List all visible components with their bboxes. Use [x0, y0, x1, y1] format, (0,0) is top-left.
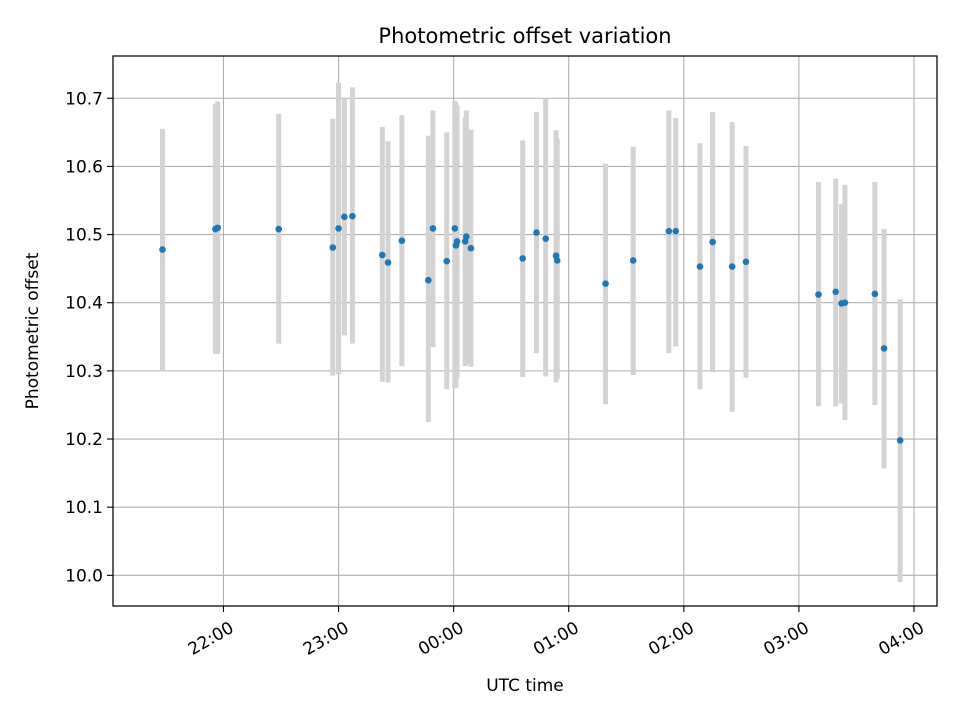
data-point: [378, 251, 386, 259]
data-point: [709, 238, 716, 246]
plot-frame: [112, 55, 938, 607]
data-point: [341, 213, 348, 221]
data-points: [159, 212, 904, 444]
data-point: [841, 299, 849, 307]
data-point: [832, 288, 840, 296]
data-point: [384, 259, 392, 266]
data-point: [349, 212, 356, 220]
data-point: [553, 257, 561, 264]
chart-title: Photometric offset variation: [378, 24, 671, 48]
x-axis-label: UTC time: [486, 676, 564, 696]
data-point: [665, 227, 673, 235]
data-point: [159, 246, 166, 253]
data-point: [519, 255, 526, 262]
y-tick-label: 10.2: [65, 430, 103, 450]
data-point: [335, 225, 342, 232]
y-tick-label: 10.3: [65, 362, 103, 382]
y-axis-label: Photometric offset: [23, 252, 43, 409]
data-point: [672, 227, 680, 235]
data-point: [696, 263, 704, 270]
data-point: [329, 244, 337, 251]
data-point: [815, 291, 822, 298]
data-point: [451, 225, 459, 232]
y-tick-label: 10.6: [65, 157, 103, 177]
data-point: [742, 258, 750, 266]
y-axis-ticks: 10.0 10.1 10.2 10.3 10.4 10.5 10.6 10.7: [65, 89, 113, 586]
data-point: [453, 238, 461, 245]
y-tick-label: 10.7: [65, 89, 103, 109]
data-point: [871, 290, 879, 298]
y-tick-label: 10.4: [65, 294, 103, 314]
data-point: [275, 225, 283, 233]
data-point: [533, 229, 540, 236]
data-point: [429, 225, 437, 232]
data-point: [880, 345, 888, 352]
data-point: [629, 257, 637, 264]
data-point: [214, 224, 222, 232]
data-point: [728, 263, 736, 270]
data-point: [467, 244, 475, 252]
data-point: [602, 280, 609, 287]
y-tick-label: 10.0: [65, 566, 103, 586]
data-point: [463, 233, 470, 240]
data-point: [542, 235, 550, 242]
data-point: [443, 257, 451, 265]
y-tick-label: 10.5: [65, 226, 103, 246]
y-tick-label: 10.1: [65, 498, 103, 518]
data-point: [425, 276, 432, 284]
data-point: [398, 237, 406, 244]
data-point: [896, 437, 904, 444]
